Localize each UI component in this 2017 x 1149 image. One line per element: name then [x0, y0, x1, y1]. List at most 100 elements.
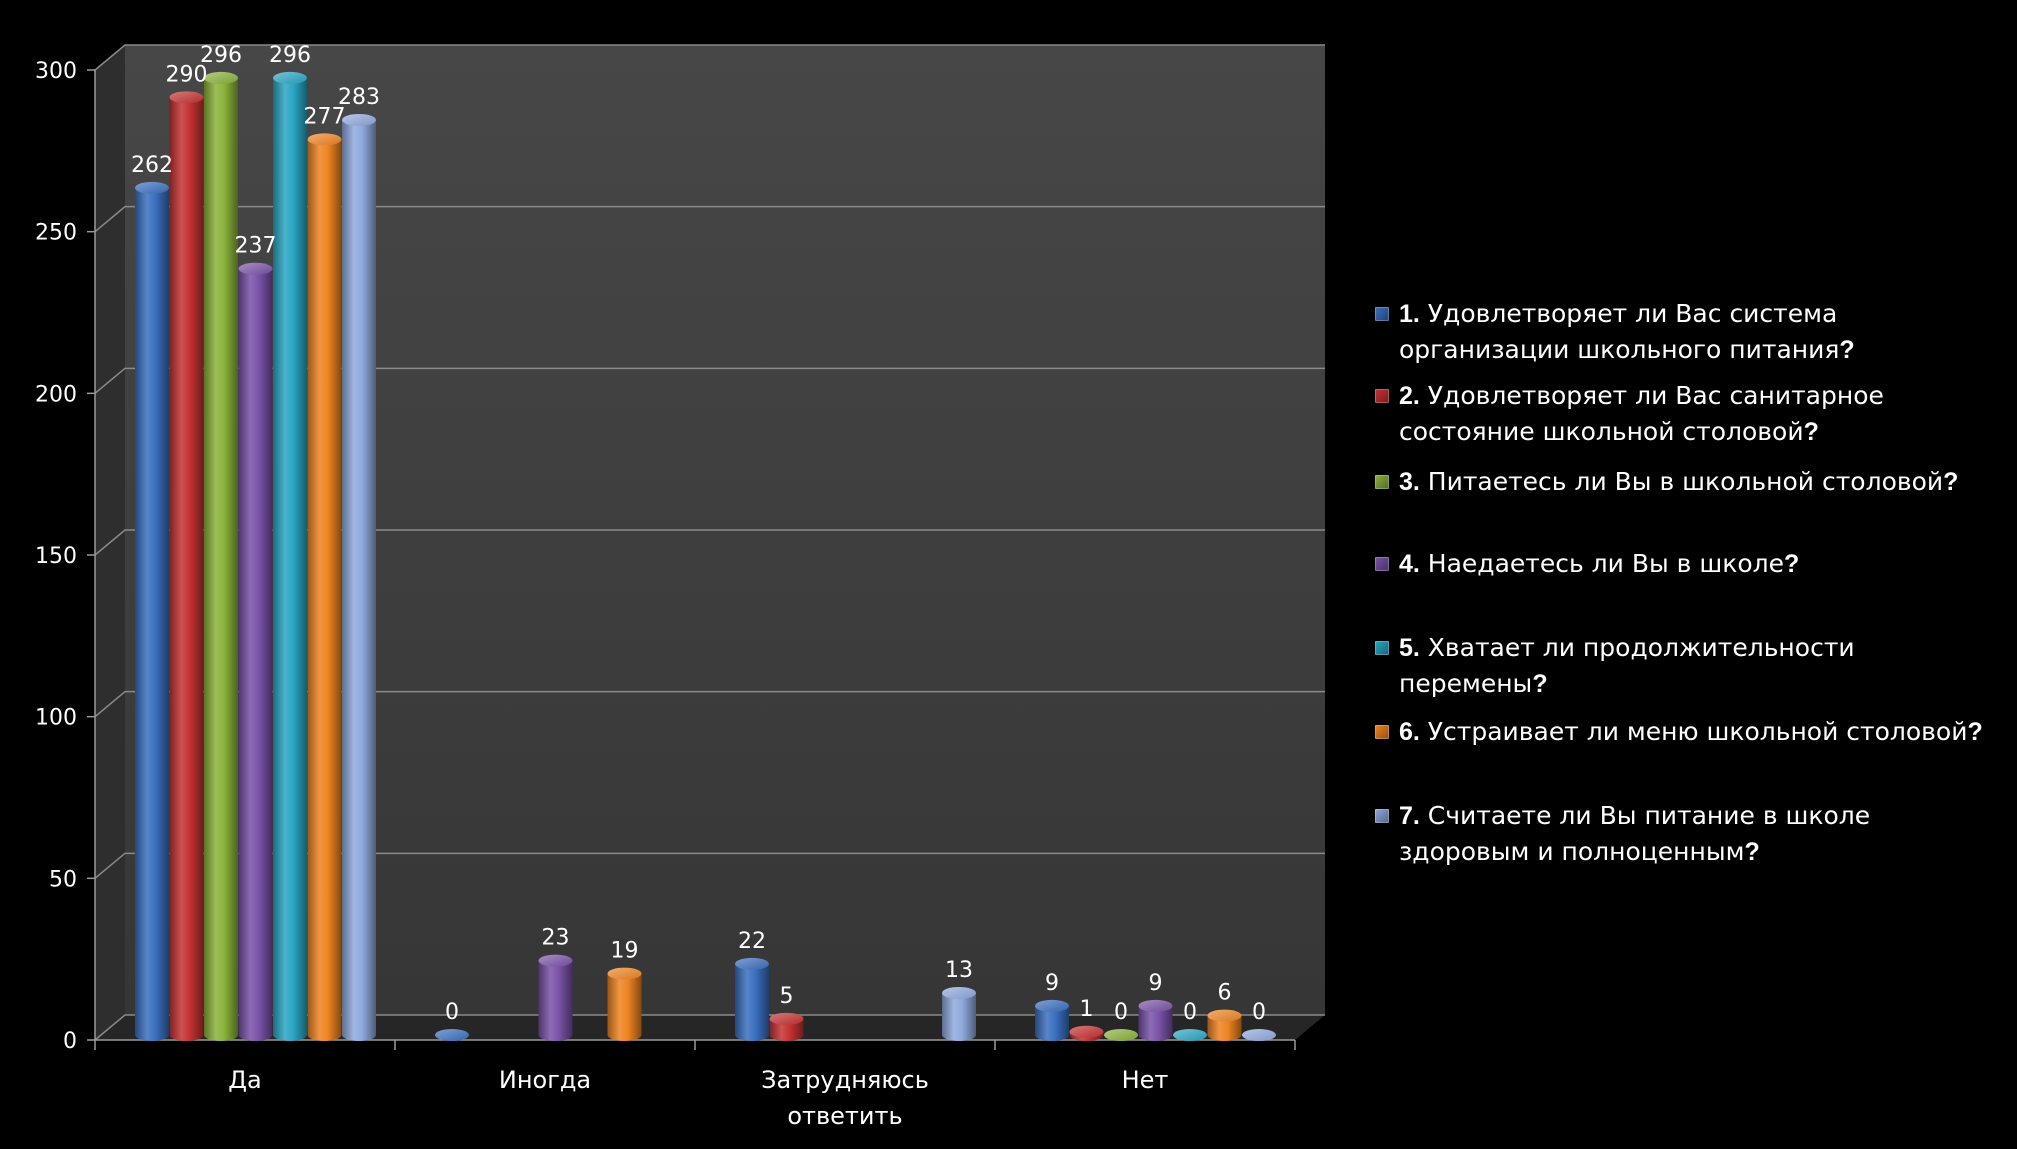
- gridline: [94, 44, 1325, 71]
- bar: [769, 1012, 804, 1041]
- bar-top: [1173, 1029, 1207, 1041]
- bar-body: [735, 963, 769, 1041]
- bar-top: [135, 181, 169, 194]
- data-label: 6: [1218, 981, 1232, 1006]
- x-tick-label: Затрудняюсь ответить: [761, 1066, 929, 1130]
- gridline: [94, 1014, 1325, 1041]
- bar: [273, 71, 307, 1041]
- legend-label: 7. Считаете ли Вы питание в школе здоров…: [1399, 801, 1871, 866]
- bar-body: [1207, 1015, 1242, 1041]
- bar-top: [1104, 1029, 1138, 1041]
- bar: [538, 954, 573, 1041]
- bar: [735, 957, 769, 1041]
- bar-top: [538, 954, 573, 967]
- floor: [95, 1015, 1325, 1040]
- legend-item: 6. Устраивает ли меню школьной столовой?: [1372, 714, 2002, 750]
- bar-top: [607, 967, 642, 980]
- data-label: 9: [1045, 971, 1059, 996]
- bar: [342, 113, 376, 1041]
- bar: [1242, 1029, 1276, 1041]
- bar-top: [1035, 999, 1069, 1012]
- bar-body: [607, 973, 642, 1041]
- legend-label: 5. Хватает ли продолжительности перемены…: [1399, 633, 1855, 698]
- y-tick-label: 250: [35, 221, 77, 246]
- bar-body: [169, 97, 204, 1042]
- data-label: 0: [1114, 1000, 1128, 1025]
- data-label: 1: [1080, 997, 1094, 1022]
- bar-top: [204, 71, 238, 84]
- bar-top: [342, 113, 376, 126]
- bar: [204, 71, 238, 1041]
- bar: [1173, 1029, 1207, 1041]
- legend-item: 7. Считаете ли Вы питание в школе здоров…: [1372, 798, 2002, 870]
- data-label: 296: [269, 43, 311, 68]
- bar-body: [538, 960, 573, 1041]
- data-label: 0: [1252, 1000, 1266, 1025]
- data-label: 262: [131, 153, 173, 178]
- x-axis: Да Иногда Затрудняюсь ответить Нет: [94, 1039, 1296, 1130]
- data-label: 9: [1149, 971, 1163, 996]
- data-label: 5: [780, 984, 794, 1009]
- data-label: 13: [945, 958, 973, 983]
- data-labels: 262 0 22 9 290 5 1 296 0 237 23 9 296 0 277 19 6 283 13 0: [131, 43, 1266, 1025]
- bar-top: [735, 957, 769, 970]
- bar: [307, 133, 342, 1041]
- x-tick-label: Нет: [1122, 1066, 1169, 1094]
- bar: [1104, 1029, 1138, 1041]
- y-tick-label: 50: [49, 867, 77, 892]
- bar: [942, 986, 976, 1041]
- bar-top: [1207, 1009, 1242, 1022]
- bar-top: [435, 1029, 469, 1041]
- bar-top: [1069, 1025, 1104, 1038]
- y-tick-label: 200: [35, 382, 77, 407]
- legend-label: 4. Наедаетесь ли Вы в школе?: [1399, 549, 1800, 578]
- bar: [238, 262, 273, 1041]
- x-tick-label: Да: [228, 1066, 261, 1094]
- bar-top: [1138, 999, 1173, 1012]
- data-label: 296: [200, 43, 242, 68]
- bar-top: [1242, 1029, 1276, 1041]
- bar: [1035, 999, 1069, 1041]
- bar-top: [273, 71, 307, 84]
- bar-body: [273, 77, 307, 1041]
- legend-item: 5. Хватает ли продолжительности перемены…: [1372, 630, 2002, 702]
- data-label: 237: [235, 234, 277, 259]
- bar: [435, 1029, 469, 1041]
- bar-body: [1035, 1005, 1069, 1041]
- legend-swatch: [1375, 557, 1389, 571]
- bar: [1207, 1009, 1242, 1041]
- data-label: 283: [338, 85, 380, 110]
- data-label: 0: [445, 1000, 459, 1025]
- legend-item: 3. Питаетесь ли Вы в школьной столовой?: [1372, 464, 2002, 500]
- data-label: 22: [738, 929, 766, 954]
- y-tick-label: 300: [35, 59, 77, 84]
- bar-body: [238, 268, 273, 1041]
- data-label: 290: [166, 62, 208, 87]
- y-tick-label: 100: [35, 706, 77, 731]
- legend-label: 2. Удовлетворяет ли Вас санитарное состо…: [1399, 381, 1884, 446]
- x-tick-label: Иногда: [499, 1066, 591, 1094]
- legend-swatch: [1375, 725, 1389, 739]
- legend-swatch: [1375, 641, 1389, 655]
- bar: [607, 967, 642, 1041]
- bar: [1069, 1025, 1104, 1041]
- bar-top: [942, 986, 976, 999]
- bar-top: [769, 1012, 804, 1025]
- legend-label: 3. Питаетесь ли Вы в школьной столовой?: [1399, 467, 1959, 496]
- legend-item: 2. Удовлетворяет ли Вас санитарное состо…: [1372, 378, 2002, 450]
- y-axis: 0 50 100 150 200 250 300: [35, 59, 96, 1054]
- bar: [169, 91, 204, 1042]
- bar-body: [135, 187, 169, 1041]
- gridline: [94, 690, 1325, 718]
- legend-swatch: [1375, 475, 1389, 489]
- bar: [135, 181, 169, 1041]
- bar-body: [769, 1018, 804, 1041]
- data-label: 19: [611, 939, 639, 964]
- bar: [1138, 999, 1173, 1041]
- bar-body: [342, 119, 376, 1041]
- data-label: 0: [1183, 1000, 1197, 1025]
- gridline: [94, 529, 1325, 556]
- data-label: 23: [542, 926, 570, 951]
- legend-swatch: [1375, 809, 1389, 823]
